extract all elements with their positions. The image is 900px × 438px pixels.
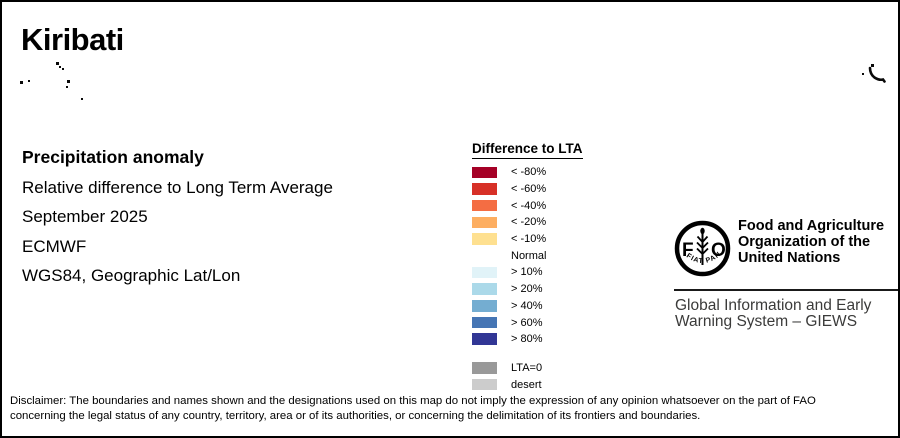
giews-label-line: Global Information and Early — [675, 297, 872, 314]
legend-row: < -20% — [472, 214, 583, 231]
legend-color-swatch — [472, 266, 497, 279]
disclaimer-line: concerning the legal status of any count… — [10, 409, 701, 422]
map-source-line: ECMWF — [22, 236, 87, 256]
legend-label: < -60% — [511, 183, 547, 196]
island-dot — [81, 98, 83, 100]
legend-row: > 80% — [472, 331, 583, 348]
fao-org-name-line: Organization of the — [738, 233, 871, 250]
legend-row: > 60% — [472, 314, 583, 331]
legend-row: > 20% — [472, 281, 583, 298]
legend-color-swatch — [472, 233, 497, 245]
legend-label: < -80% — [511, 166, 547, 179]
island-dot — [62, 68, 64, 70]
island-dot — [59, 66, 61, 68]
legend-color-swatch — [472, 199, 497, 212]
kiritimati-island — [868, 66, 886, 83]
disclaimer-line: Disclaimer: The boundaries and names sho… — [10, 395, 816, 407]
island-dot — [862, 73, 864, 75]
legend-color-swatch — [472, 183, 497, 195]
brand-divider — [674, 289, 898, 291]
map-description-line: Relative difference to Long Term Average — [22, 177, 333, 197]
fao-org-name: Food and Agriculture Organization of the… — [738, 218, 885, 266]
legend-row: < -80% — [472, 164, 583, 181]
legend-label: > 10% — [511, 266, 543, 279]
legend-row: > 40% — [472, 298, 583, 315]
legend-title: Difference to LTA — [472, 141, 583, 159]
giews-label-line: Warning System – GIEWS — [675, 313, 858, 331]
page-title: Kiribati — [21, 22, 124, 57]
legend-color-swatch — [472, 378, 497, 391]
legend: Difference to LTA < -80% < -60% < -40% <… — [472, 140, 583, 393]
map-subject-heading: Precipitation anomaly — [22, 147, 204, 167]
legend-row: desert — [472, 376, 583, 393]
legend-color-swatch — [472, 166, 497, 179]
legend-label: desert — [511, 378, 542, 391]
legend-color-swatch — [472, 316, 497, 329]
legend-color-swatch — [472, 283, 497, 295]
map-info-block: Precipitation anomaly Relative differenc… — [22, 143, 333, 291]
legend-row: < -40% — [472, 197, 583, 214]
legend-row: LTA=0 — [472, 360, 583, 377]
fao-logo-letter-o: O — [711, 240, 726, 261]
fao-logo: F O FIAT PANIS — [674, 220, 731, 277]
legend-color-swatch — [472, 333, 497, 345]
island-dot — [28, 80, 30, 82]
legend-label: < -40% — [511, 199, 547, 212]
legend-label: > 40% — [511, 299, 543, 312]
legend-label: > 60% — [511, 316, 543, 329]
wheat-icon — [696, 227, 709, 265]
legend-label: > 80% — [511, 333, 543, 346]
legend-color-swatch — [472, 362, 497, 374]
legend-row: Normal — [472, 247, 583, 264]
legend-rows: < -80% < -60% < -40% < -20% < -10% Norma… — [472, 164, 583, 393]
island-dot — [67, 80, 70, 83]
legend-label: LTA=0 — [511, 361, 543, 374]
map-projection-line: WGS84, Geographic Lat/Lon — [22, 266, 241, 286]
island-dot — [20, 81, 23, 84]
fao-org-name-line: Food and Agriculture — [738, 218, 885, 234]
legend-label: < -10% — [511, 233, 547, 246]
legend-color-swatch — [472, 300, 497, 312]
disclaimer: Disclaimer: The boundaries and names sho… — [10, 394, 816, 424]
legend-row: > 10% — [472, 264, 583, 281]
legend-label: < -20% — [511, 216, 547, 229]
legend-row: < -60% — [472, 181, 583, 198]
legend-color-swatch — [472, 216, 497, 229]
island-dot — [56, 62, 59, 65]
legend-label: > 20% — [511, 283, 543, 296]
island-dot — [66, 86, 68, 88]
giews-label: Global Information and Early Warning Sys… — [675, 297, 872, 331]
fao-org-name-line: United Nations — [738, 249, 841, 266]
map-date-line: September 2025 — [22, 207, 148, 227]
island-dot — [871, 64, 874, 67]
legend-row: < -10% — [472, 231, 583, 248]
kiritimati-island-shape — [868, 66, 886, 83]
fao-logo-letter-f: F — [682, 240, 694, 261]
legend-label: Normal — [511, 249, 547, 262]
